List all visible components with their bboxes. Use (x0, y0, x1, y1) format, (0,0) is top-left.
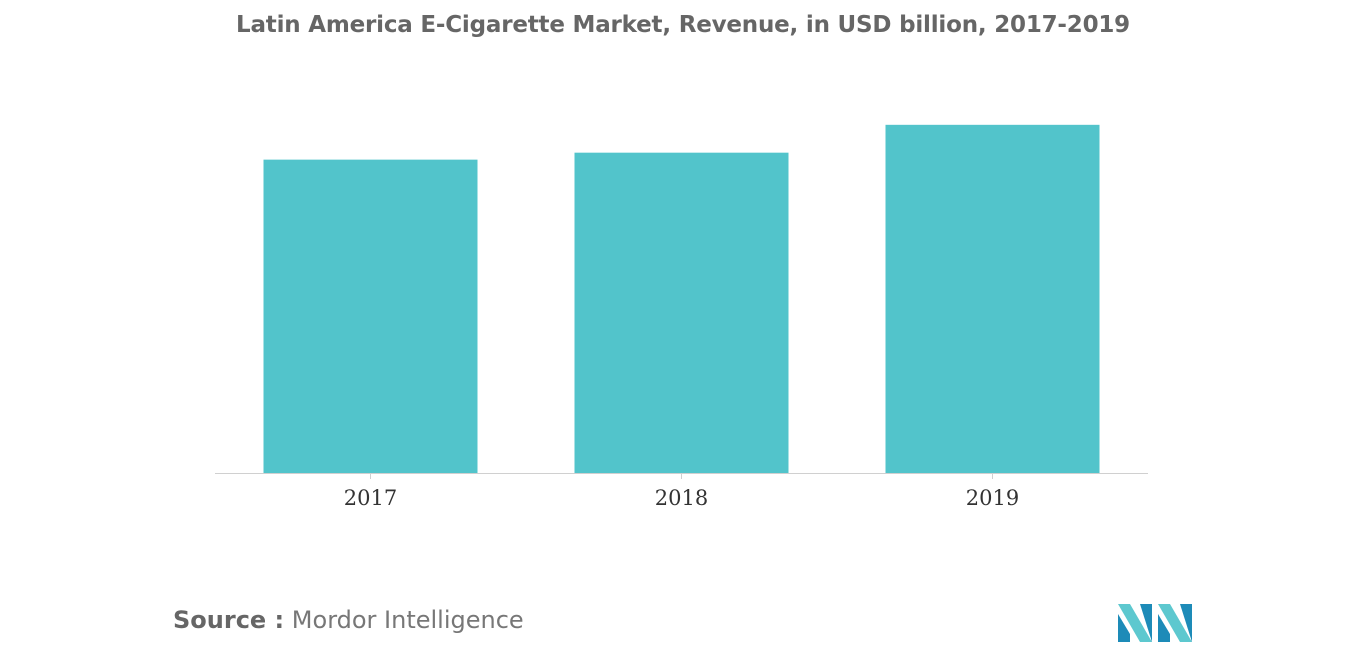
bar-chart: 2017 2018 2019 (215, 124, 1148, 510)
x-tick-label-2017: 2017 (344, 486, 397, 510)
bar-2017 (263, 159, 478, 474)
chart-title: Latin America E-Cigarette Market, Revenu… (236, 12, 1130, 38)
x-tick-label-2018: 2018 (655, 486, 708, 510)
bar-2018 (574, 152, 789, 473)
bar-2019 (885, 124, 1100, 474)
source-text: Mordor Intelligence (291, 606, 524, 634)
source-prefix: Source : (173, 606, 285, 634)
source-line: Source : Mordor Intelligence (173, 606, 524, 634)
mordor-intelligence-logo-icon (1118, 604, 1192, 642)
x-tick-label-2019: 2019 (966, 486, 1019, 510)
